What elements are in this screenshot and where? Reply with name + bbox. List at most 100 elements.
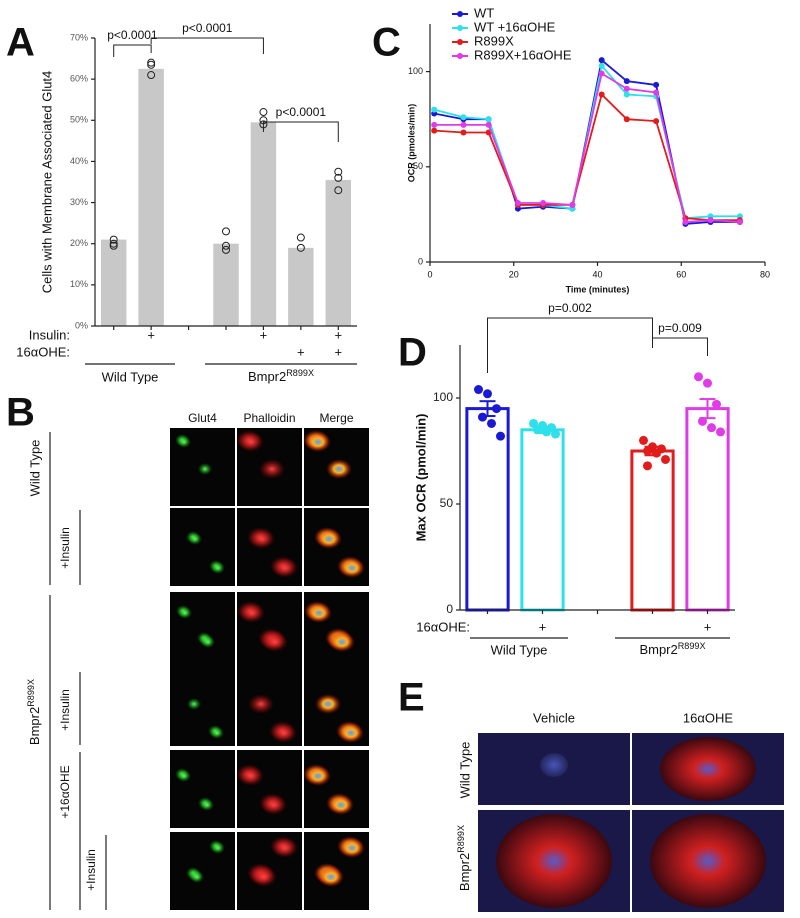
series-marker <box>431 127 438 134</box>
series-marker <box>431 106 438 113</box>
series-marker <box>707 217 714 224</box>
cell <box>306 603 332 623</box>
y-tick-label: 60% <box>70 74 88 84</box>
bar <box>138 68 164 326</box>
y-axis-label: Max OCR (pmol/min) <box>413 414 428 542</box>
group-label: Wild Type <box>491 642 548 657</box>
data-point <box>542 427 551 437</box>
data-point <box>487 418 496 428</box>
cell <box>338 723 364 743</box>
group-label: Bmpr2R899X <box>639 641 705 657</box>
data-point <box>109 235 118 244</box>
row-label-sup: R899X <box>26 679 36 707</box>
legend-marker <box>457 11 463 17</box>
legend-label: R899X <box>474 33 514 48</box>
cell <box>211 842 225 854</box>
data-point <box>222 227 230 236</box>
x-tick-label: 40 <box>592 269 602 279</box>
cell <box>496 814 612 908</box>
micrograph <box>304 750 369 828</box>
condition-mark: + <box>260 327 268 342</box>
y-tick-label: 50 <box>440 496 454 510</box>
column-header: Vehicle <box>533 710 575 725</box>
series-marker <box>653 89 660 96</box>
y-axis-label: Cells with Membrane Associated Glut4 <box>39 71 54 294</box>
micrograph <box>170 668 235 746</box>
legend-label: WT <box>474 5 494 20</box>
significance-label: p=0.009 <box>658 321 702 335</box>
micrograph <box>170 750 235 828</box>
group-label: Wild Type <box>102 369 159 384</box>
x-tick-label: 20 <box>509 269 519 279</box>
nucleus <box>540 753 568 777</box>
row-label: +Insulin <box>58 527 72 569</box>
data-point <box>147 71 156 80</box>
y-tick-label: 10% <box>70 279 88 289</box>
data-point <box>703 378 712 388</box>
row-label: +Insulin <box>58 689 72 731</box>
data-point <box>109 241 118 250</box>
cell <box>238 766 264 786</box>
bar <box>100 239 127 326</box>
panel-letter: D <box>398 331 427 375</box>
significance-label: p<0.0001 <box>182 21 233 35</box>
row-label-base: Bmpr2 <box>457 853 472 891</box>
data-point <box>109 239 118 248</box>
y-tick-label: 0 <box>418 256 423 266</box>
data-point <box>694 372 703 382</box>
series-marker <box>653 81 660 88</box>
cell <box>660 737 756 801</box>
legend-marker <box>457 39 463 45</box>
data-point <box>259 108 268 117</box>
panel-letter: E <box>398 676 425 720</box>
row-label: Bmpr2R899X <box>26 679 42 745</box>
series-marker <box>431 121 438 128</box>
series-marker <box>623 85 630 92</box>
series-marker <box>598 91 605 98</box>
y-tick-label: 40% <box>70 156 88 166</box>
x-tick-label: 60 <box>676 269 686 279</box>
cell <box>326 459 352 479</box>
bar <box>685 407 730 612</box>
y-axis-label: OCR (pmoles/min) <box>406 104 416 183</box>
significance-bracket <box>487 317 653 373</box>
legend-marker <box>457 25 463 31</box>
data-point <box>296 243 305 252</box>
cell <box>262 632 288 652</box>
condition-mark: + <box>539 619 547 634</box>
series-marker <box>569 201 576 208</box>
micrograph <box>170 832 235 910</box>
group-label-base: Bmpr2 <box>639 642 677 657</box>
cell <box>198 463 212 475</box>
series-marker <box>540 199 547 206</box>
panel-letter: B <box>6 391 35 435</box>
condition-mark: + <box>147 327 155 342</box>
cell <box>315 694 341 714</box>
row-label: Bmpr2R899X <box>456 825 472 891</box>
data-point <box>639 435 648 445</box>
data-point <box>334 186 343 195</box>
series-marker <box>460 114 467 121</box>
data-point <box>716 427 725 437</box>
cell <box>329 632 355 652</box>
data-point <box>496 431 505 441</box>
significance-label: p<0.0001 <box>107 28 158 42</box>
cell <box>272 558 298 578</box>
cell <box>318 867 344 887</box>
series-marker <box>598 62 605 69</box>
data-point <box>533 425 542 435</box>
data-point <box>551 429 560 439</box>
cell <box>190 871 204 883</box>
bar <box>250 122 277 326</box>
row-label: Wild Type <box>457 742 472 799</box>
series-marker <box>460 129 467 136</box>
cell <box>650 814 766 908</box>
x-axis-label: Time (minutes) <box>566 284 630 294</box>
condition-mark: + <box>334 344 342 359</box>
cell <box>187 698 201 710</box>
group-label-sup: R899X <box>286 368 314 378</box>
bar <box>520 428 565 612</box>
cell <box>305 432 331 452</box>
data-point <box>147 60 156 69</box>
